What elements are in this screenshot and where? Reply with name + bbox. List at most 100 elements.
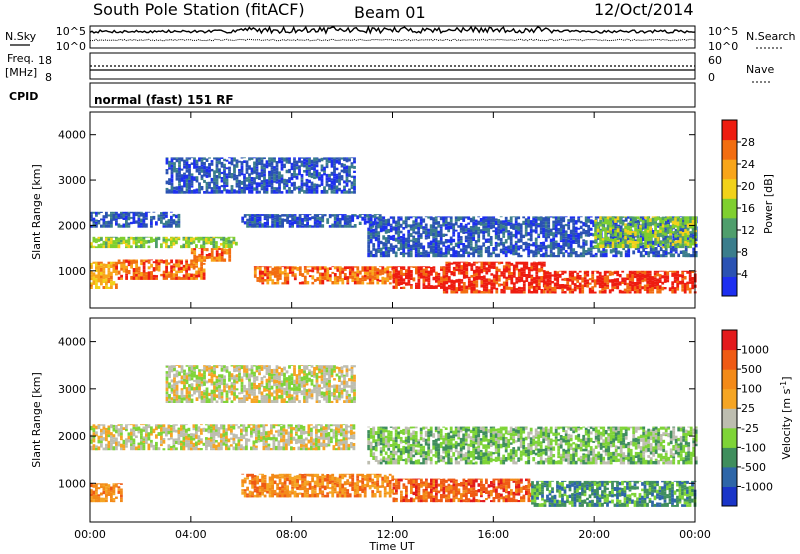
heatmap-cell-power-band5: [348, 180, 351, 183]
heatmap-cell-power-band3: [107, 236, 111, 239]
heatmap-cell-power-band6: [276, 214, 279, 215]
heatmap-cell-power-band9: [497, 261, 501, 265]
heatmap-cell-power-band8: [410, 266, 413, 268]
heatmap-cell-power-band5: [205, 168, 209, 172]
heatmap-cell-power-band5: [305, 181, 309, 185]
heatmap-cell-power-band11: [367, 244, 371, 249]
heatmap-cell-power-band11: [457, 234, 461, 239]
heatmap-cell-velocity-band1: [282, 434, 286, 439]
heatmap-cell-velocity-band1: [290, 440, 293, 444]
heatmap-cell-power-band12: [594, 227, 597, 232]
heatmap-cell-power-band5: [188, 164, 191, 168]
heatmap-cell-power-band3: [227, 243, 231, 249]
heatmap-cell-power-band7: [318, 280, 322, 285]
heatmap-cell-power-band5: [255, 166, 259, 169]
heatmap-cell-power-band11: [532, 250, 536, 254]
heatmap-cell-velocity-band1: [320, 436, 323, 440]
heatmap-cell-power-band11: [524, 248, 528, 251]
heatmap-cell-power-band2: [215, 259, 219, 262]
heatmap-cell-velocity-band1: [197, 439, 201, 443]
heatmap-cell-power-band5: [200, 169, 204, 173]
heatmap-cell-power-band1: [165, 275, 168, 280]
heatmap-cell-velocity-band1: [257, 430, 261, 435]
heatmap-cell-power-band11: [572, 237, 576, 240]
heatmap-cell-velocity-band0: [100, 492, 103, 496]
heatmap-cell-power-band10: [608, 272, 612, 276]
heatmap-cell-power-band5: [233, 166, 236, 171]
heatmap-cell-power-band11: [472, 225, 476, 228]
heatmap-cell-velocity-band1: [97, 446, 101, 451]
heatmap-cell-power-band11: [427, 253, 431, 258]
noise-panel-frame: [89, 25, 696, 49]
heatmap-cell-power-band1: [145, 278, 148, 280]
heatmap-cell-power-band8: [402, 266, 406, 269]
heatmap-cell-power-band5: [280, 163, 284, 167]
heatmap-cell-power-band11: [437, 233, 441, 237]
heatmap-cell-power-band1: [157, 262, 161, 266]
heatmap-cell-power-band4: [122, 215, 126, 218]
heatmap-cell-power-band7: [373, 266, 377, 268]
heatmap-cell-velocity-band1: [182, 446, 186, 451]
heatmap-cell-power-band10: [561, 291, 565, 294]
heatmap-cell-power-band9: [442, 267, 446, 270]
heatmap-cell-velocity-band1: [210, 428, 213, 433]
heatmap-cell-velocity-band1: [160, 440, 163, 444]
heatmap-cell-power-band5: [343, 163, 346, 167]
heatmap-cell-power-band12: [629, 231, 632, 235]
heatmap-cell-power-band5: [308, 167, 311, 170]
heatmap-cell-power-band10: [551, 291, 555, 294]
heatmap-cell-velocity-band1: [132, 426, 136, 430]
heatmap-cell-velocity-band1: [117, 443, 121, 447]
heatmap-cell-power-band11: [412, 240, 416, 244]
heatmap-cell-velocity-band1: [120, 432, 123, 436]
heatmap-cell-power-band11: [439, 247, 443, 251]
heatmap-cell-power-band11: [562, 242, 566, 247]
heatmap-cell-power-band6: [263, 224, 267, 228]
heatmap-cell-power-band5: [248, 158, 251, 161]
heatmap-cell-power-band11: [367, 248, 371, 253]
heatmap-cell-power-band5: [333, 189, 336, 192]
heatmap-cell-power-band11: [637, 249, 641, 253]
heatmap-cell-power-band7: [281, 282, 285, 285]
heatmap-cell-velocity-band2: [198, 396, 201, 399]
heatmap-cell-velocity-band1: [277, 433, 281, 437]
heatmap-cell-velocity-band1: [200, 428, 203, 433]
heatmap-cell-power-band11: [429, 249, 433, 252]
heatmap-cell-power-band11: [444, 254, 448, 258]
heatmap-cell-power-band8: [410, 277, 413, 280]
heatmap-cell-power-band3: [90, 245, 93, 249]
heatmap-cell-power-band9: [445, 280, 449, 285]
heatmap-cell-power-band11: [562, 229, 566, 234]
heatmap-cell-power-band8: [422, 268, 426, 272]
heatmap-cell-velocity-band1: [90, 434, 93, 440]
heatmap-cell-power-band10: [548, 274, 552, 280]
heatmap-cell-power-band5: [348, 165, 351, 169]
heatmap-cell-power-band12: [604, 230, 607, 234]
heatmap-cell-power-band10: [626, 277, 630, 281]
heatmap-cell-power-band11: [374, 233, 378, 237]
heatmap-cell-power-band11: [529, 243, 533, 247]
heatmap-cell-velocity-band1: [322, 446, 326, 451]
heatmap-cell-velocity-band1: [240, 439, 243, 442]
heatmap-cell-power-band9: [457, 268, 461, 272]
heatmap-cell-power-band5: [173, 170, 176, 173]
heatmap-cell-power-band11: [477, 231, 481, 235]
heatmap-cell-power-band7: [311, 267, 315, 270]
heatmap-cell-velocity-band1: [205, 448, 208, 451]
heatmap-cell-power-band12: [621, 216, 625, 218]
heatmap-cell-power-band3: [200, 244, 203, 249]
heatmap-cell-power-band11: [567, 226, 571, 228]
heatmap-cell-power-band11: [397, 218, 401, 222]
heatmap-cell-power-band3: [142, 236, 146, 240]
heatmap-cell-power-band0: [110, 281, 113, 286]
heatmap-cell-velocity-band1: [282, 438, 286, 442]
heatmap-cell-power-band10: [626, 282, 630, 286]
heatmap-cell-power-band11: [572, 222, 576, 226]
heatmap-cell-power-band1: [155, 259, 158, 264]
heatmap-cell-power-band5: [353, 186, 356, 191]
heatmap-cell-velocity-band1: [105, 433, 108, 438]
heatmap-cell-power-band5: [208, 166, 211, 170]
heatmap-cell-velocity-band0: [117, 488, 121, 491]
heatmap-cell-velocity-band1: [300, 424, 303, 430]
heatmap-cell-power-band6: [256, 216, 259, 219]
